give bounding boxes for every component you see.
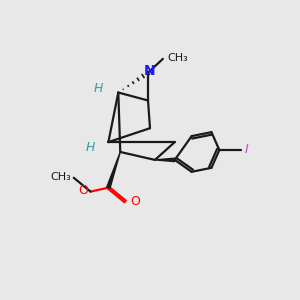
Text: CH₃: CH₃: [168, 53, 189, 63]
Text: I: I: [245, 142, 249, 155]
Text: H: H: [86, 140, 95, 154]
Polygon shape: [107, 152, 120, 188]
Polygon shape: [155, 158, 175, 162]
Text: O: O: [79, 184, 88, 197]
Text: O: O: [130, 195, 140, 208]
Text: N: N: [144, 64, 156, 78]
Text: CH₃: CH₃: [50, 172, 71, 182]
Text: H: H: [94, 82, 103, 95]
